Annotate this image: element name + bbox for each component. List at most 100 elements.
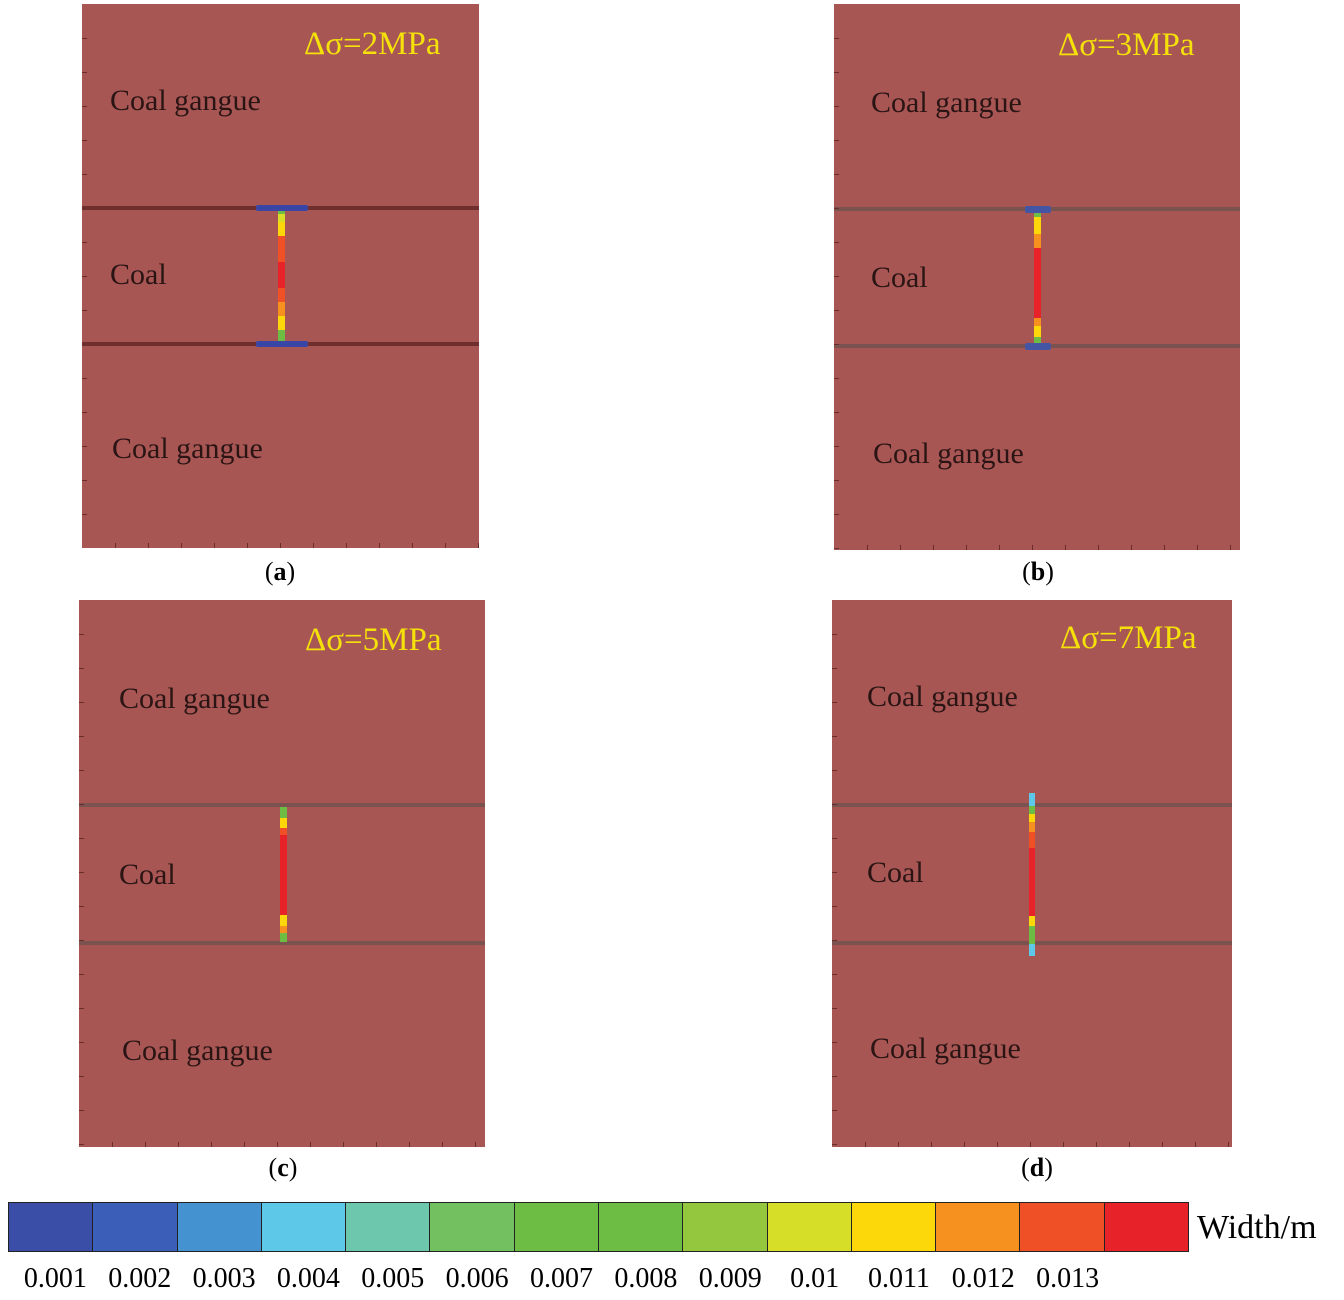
axis-tick [82, 242, 87, 243]
axis-tick [1129, 1142, 1130, 1147]
axis-tick [310, 1142, 311, 1147]
axis-tick [832, 736, 837, 737]
panel-caption-c: (c) [268, 1153, 298, 1182]
axis-tick [834, 378, 839, 379]
axis-tick [376, 1142, 377, 1147]
axis-tick [832, 906, 837, 907]
axis-tick [1197, 545, 1198, 550]
fracture-segment [278, 302, 285, 316]
fracture-segment [280, 828, 287, 835]
axis-tick [442, 1142, 443, 1147]
fracture-segment [280, 835, 287, 915]
fracture-tip-cap [1024, 343, 1051, 350]
axis-tick [1030, 1142, 1031, 1147]
axis-tick [148, 543, 149, 548]
axis-tick [867, 545, 868, 550]
axis-ticks-left [834, 4, 840, 550]
colorbar-cell [851, 1203, 937, 1251]
axis-tick [834, 514, 839, 515]
axis-tick [999, 545, 1000, 550]
axis-tick [475, 1142, 476, 1147]
axis-tick [1195, 1142, 1196, 1147]
axis-tick [82, 412, 87, 413]
axis-tick [832, 702, 837, 703]
colorbar-tick-label: 0.001 [23, 1263, 87, 1294]
axis-tick [247, 543, 248, 548]
panel-caption-a: (a) [264, 557, 296, 586]
colorbar-tick-label: 0.004 [276, 1263, 340, 1294]
fracture-segment [1034, 337, 1041, 346]
axis-tick [82, 514, 87, 515]
axis-ticks-left [82, 4, 88, 548]
axis-tick [834, 548, 839, 549]
axis-tick [898, 1142, 899, 1147]
axis-tick [82, 446, 87, 447]
axis-tick [79, 872, 84, 873]
axis-tick [178, 1142, 179, 1147]
axis-tick [343, 1142, 344, 1147]
axis-tick [79, 1110, 84, 1111]
colorbar-cell [514, 1203, 599, 1251]
colorbar-cell [683, 1203, 768, 1251]
axis-tick [1098, 545, 1099, 550]
axis-tick [834, 140, 839, 141]
fracture-segment [1029, 806, 1035, 814]
layer-label-top: Coal gangue [110, 84, 261, 117]
axis-tick [409, 1142, 410, 1147]
axis-tick [79, 736, 84, 737]
axis-tick [346, 543, 347, 548]
panel-c: Δσ=5MPa Coal gangue Coal Coal gangue [79, 600, 485, 1147]
axis-tick [832, 838, 837, 839]
colorbar-cell [177, 1203, 262, 1251]
axis-tick [933, 545, 934, 550]
axis-tick [79, 668, 84, 669]
fracture-segment [1034, 234, 1041, 248]
axis-tick [1131, 545, 1132, 550]
layer-label-middle: Coal [119, 858, 176, 891]
fracture-segment [278, 330, 285, 345]
fracture-segment [1029, 916, 1035, 926]
axis-tick [379, 543, 380, 548]
axis-tick [181, 543, 182, 548]
fracture-segment [1034, 318, 1041, 326]
axis-tick [964, 1142, 965, 1147]
colorbar-tick-label: 0.003 [192, 1263, 256, 1294]
axis-tick [82, 276, 87, 277]
axis-tick [832, 1110, 837, 1111]
colorbar-cell [767, 1203, 852, 1251]
axis-tick [79, 1076, 84, 1077]
axis-ticks-bottom [832, 1141, 1232, 1147]
colorbar-cell [1104, 1203, 1188, 1251]
fracture-segment [278, 214, 285, 222]
axis-tick [79, 974, 84, 975]
layer-label-middle: Coal [871, 261, 928, 294]
fracture-segment [280, 807, 287, 818]
axis-tick [79, 1008, 84, 1009]
colorbar-cell [261, 1203, 347, 1251]
panel-caption-b: (b) [1022, 557, 1054, 586]
stress-difference-label: Δσ=5MPa [305, 622, 442, 658]
axis-tick [445, 543, 446, 548]
axis-tick [79, 634, 84, 635]
axis-tick [832, 1042, 837, 1043]
fracture-segment [278, 222, 285, 236]
layer-boundary-top [79, 803, 485, 807]
axis-ticks-left [832, 600, 838, 1147]
fracture-segment [1029, 944, 1035, 956]
fracture-segment [280, 915, 287, 926]
axis-tick [1164, 545, 1165, 550]
axis-ticks-bottom [79, 1141, 485, 1147]
axis-tick [931, 1142, 932, 1147]
colorbar-title: Width/m [1197, 1209, 1317, 1246]
axis-tick [214, 543, 215, 548]
layer-label-bottom: Coal gangue [870, 1032, 1021, 1065]
axis-tick [1096, 1142, 1097, 1147]
axis-tick [834, 446, 839, 447]
axis-tick [79, 702, 84, 703]
axis-tick [313, 543, 314, 548]
axis-tick [834, 72, 839, 73]
layer-label-top: Coal gangue [119, 682, 270, 715]
fracture-segment [280, 818, 287, 828]
layer-boundary-bottom [79, 941, 485, 945]
colorbar-tick-label: 0.012 [951, 1263, 1015, 1294]
